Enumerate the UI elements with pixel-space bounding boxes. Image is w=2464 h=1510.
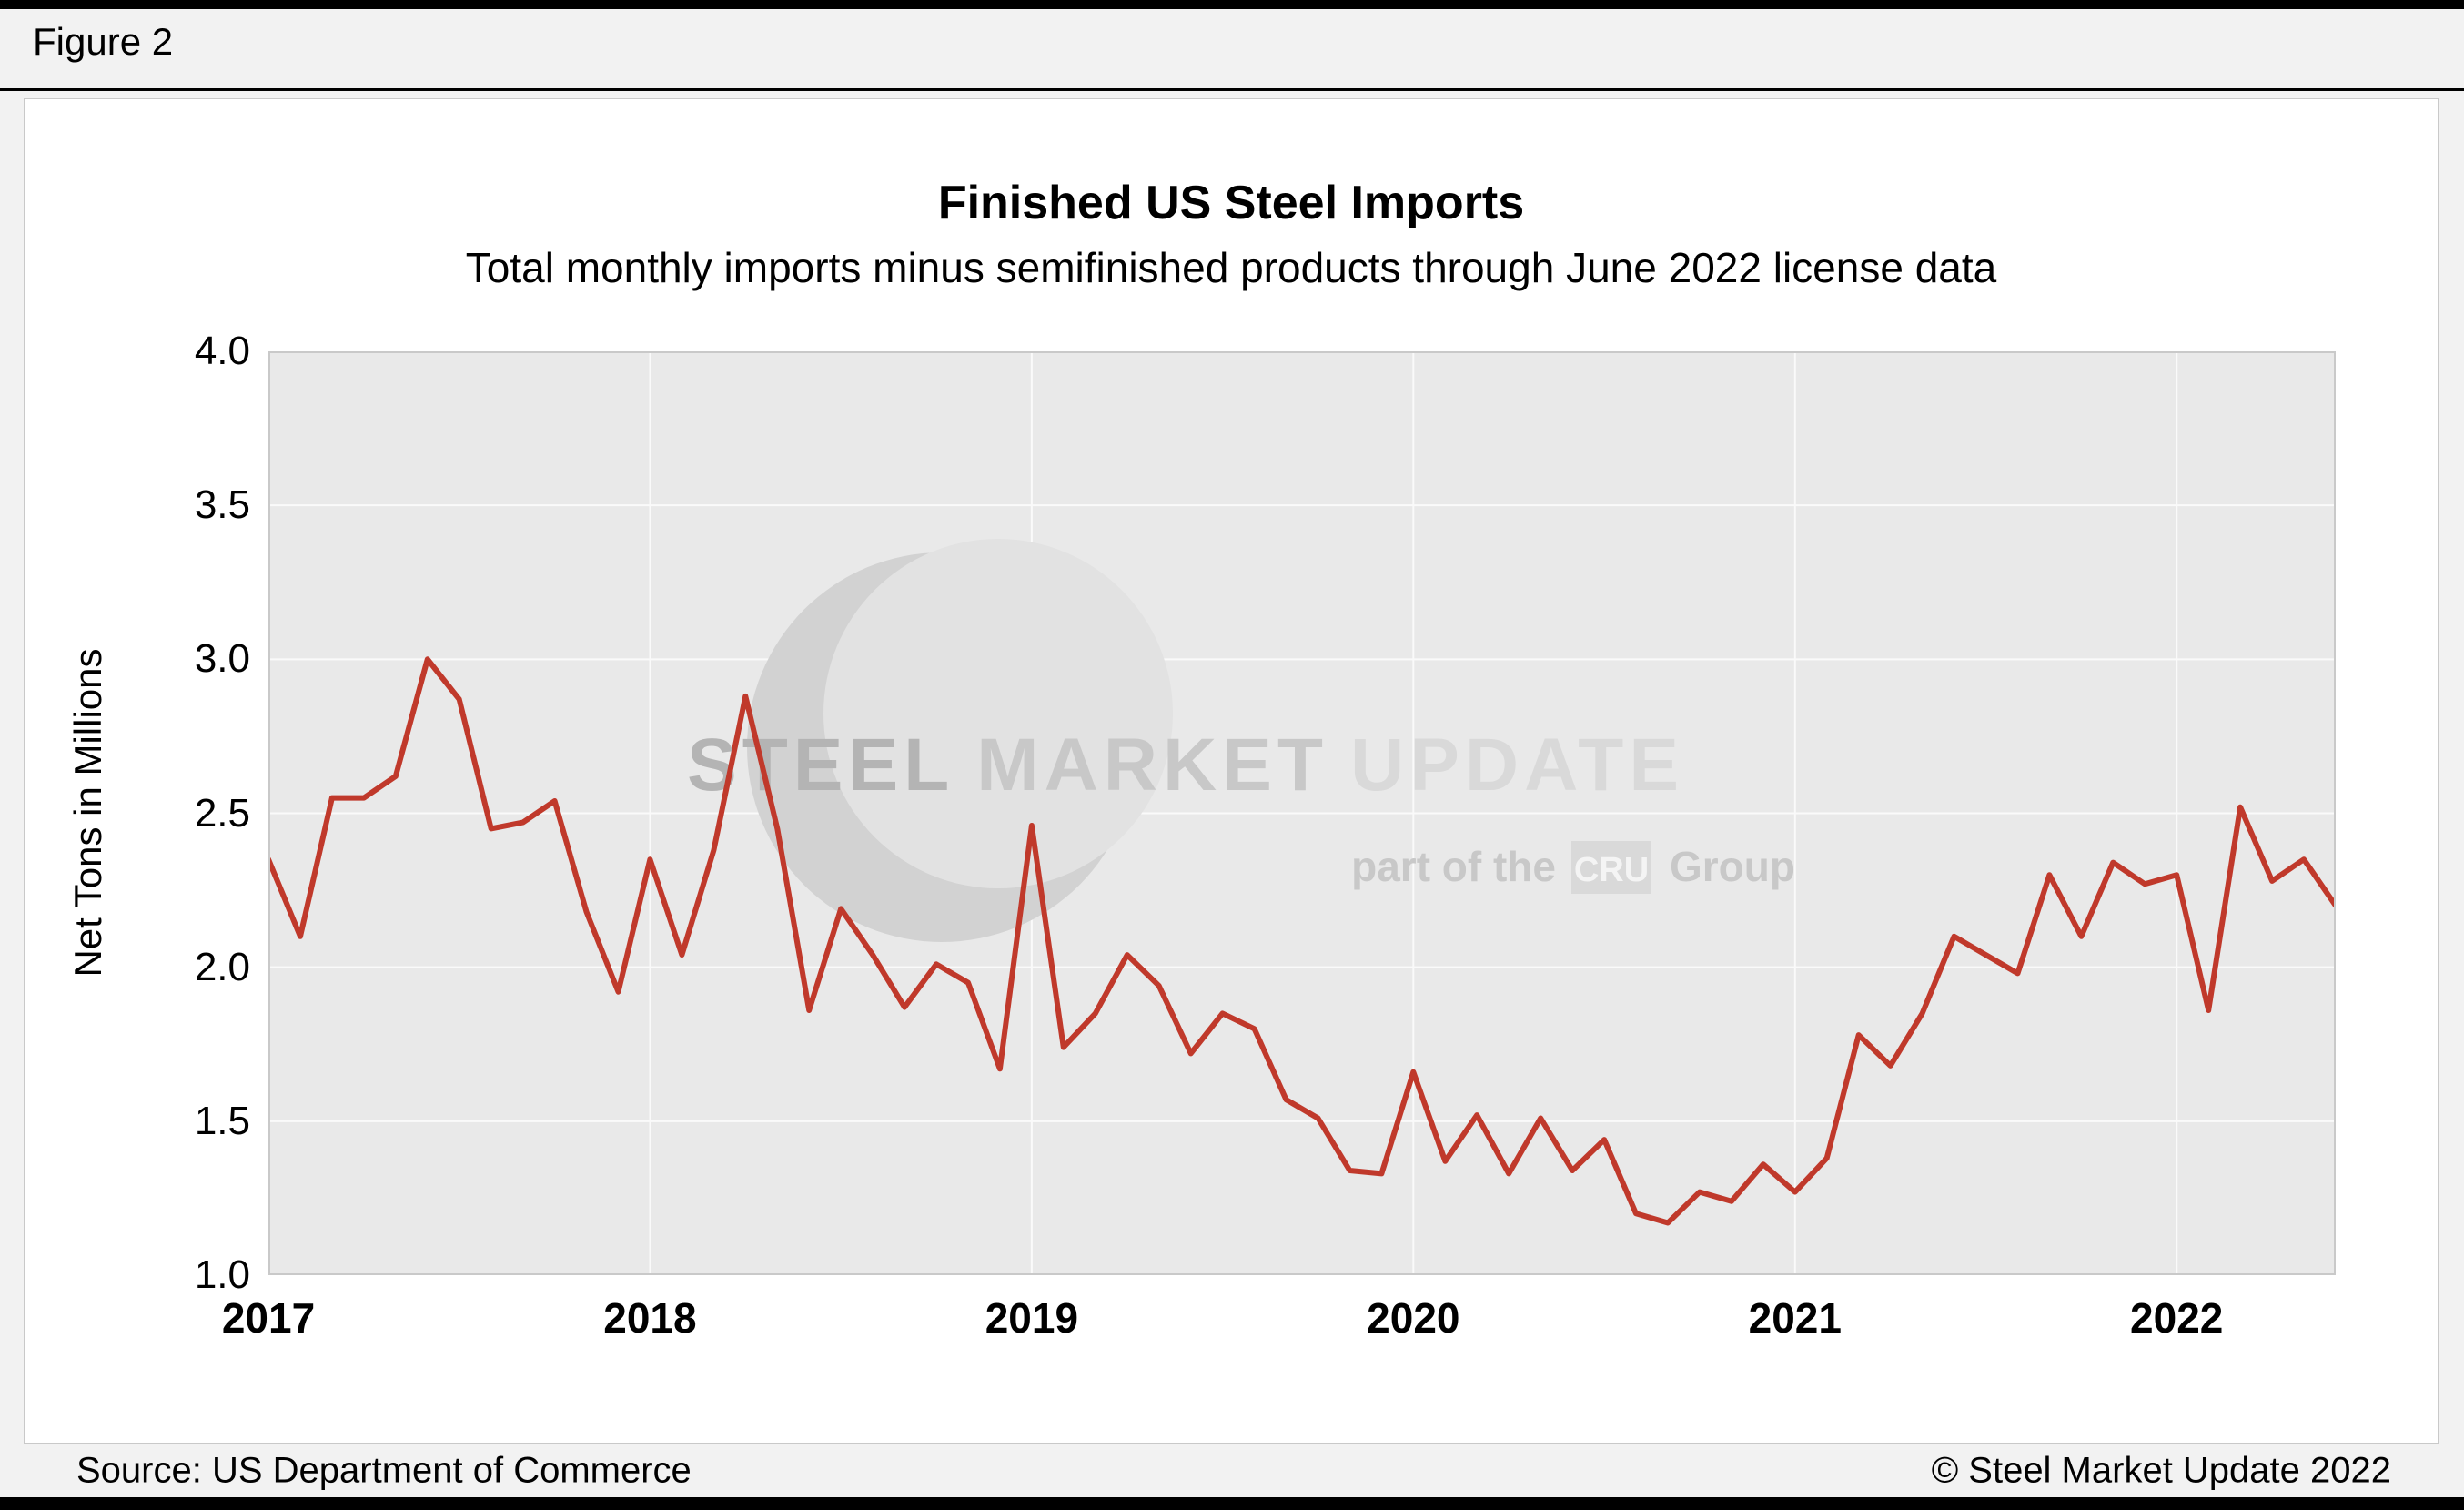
- watermark-cru-label: CRU: [1574, 851, 1649, 889]
- watermark-group-label: Group: [1670, 843, 1795, 890]
- bottom-black-bar: [0, 1497, 2464, 1510]
- watermark-wordmark: STEEL MARKET UPDATE: [687, 724, 1684, 806]
- y-tick-label: 2.0: [194, 944, 250, 989]
- y-tick-label: 2.5: [194, 790, 250, 836]
- copyright-note: © Steel Market Update 2022: [1931, 1450, 2391, 1490]
- chart-subtitle: Total monthly imports minus semifinished…: [465, 244, 1997, 291]
- plot-area: STEEL MARKET UPDATE part of the CRU Group: [268, 351, 2336, 1275]
- chart-panel: Finished US Steel Imports Total monthly …: [24, 98, 2439, 1444]
- plot-border: [268, 351, 2336, 1275]
- y-tick-label: 1.5: [194, 1098, 250, 1143]
- watermark-cru-box: [1571, 841, 1651, 894]
- watermark-part-of-the: part of the: [1351, 843, 1556, 890]
- source-note: Source: US Department of Commerce: [76, 1450, 692, 1490]
- top-black-bar: [0, 0, 2464, 9]
- x-tick-label: 2018: [603, 1294, 697, 1342]
- chart-title: Finished US Steel Imports: [937, 177, 1525, 229]
- x-tick-label: 2022: [2130, 1294, 2224, 1342]
- x-tick-label: 2019: [985, 1294, 1079, 1342]
- y-tick-label: 4.0: [194, 329, 250, 373]
- y-tick-label: 1.0: [194, 1252, 250, 1297]
- line-chart-svg: STEEL MARKET UPDATE part of the CRU Group: [268, 351, 2336, 1275]
- footer: Source: US Department of Commerce © Stee…: [0, 1444, 2464, 1497]
- x-tick-label: 2020: [1367, 1294, 1460, 1342]
- imports-line-series: [268, 656, 2336, 1226]
- figure-rule: [0, 88, 2464, 91]
- watermark-logo-bite: [823, 539, 1173, 888]
- y-tick-label: 3.0: [194, 636, 250, 682]
- x-tick-label: 2021: [1748, 1294, 1842, 1342]
- x-tick-label: 2017: [221, 1294, 316, 1342]
- figure-label: Figure 2: [33, 20, 174, 63]
- y-tick-label: 3.5: [194, 482, 250, 528]
